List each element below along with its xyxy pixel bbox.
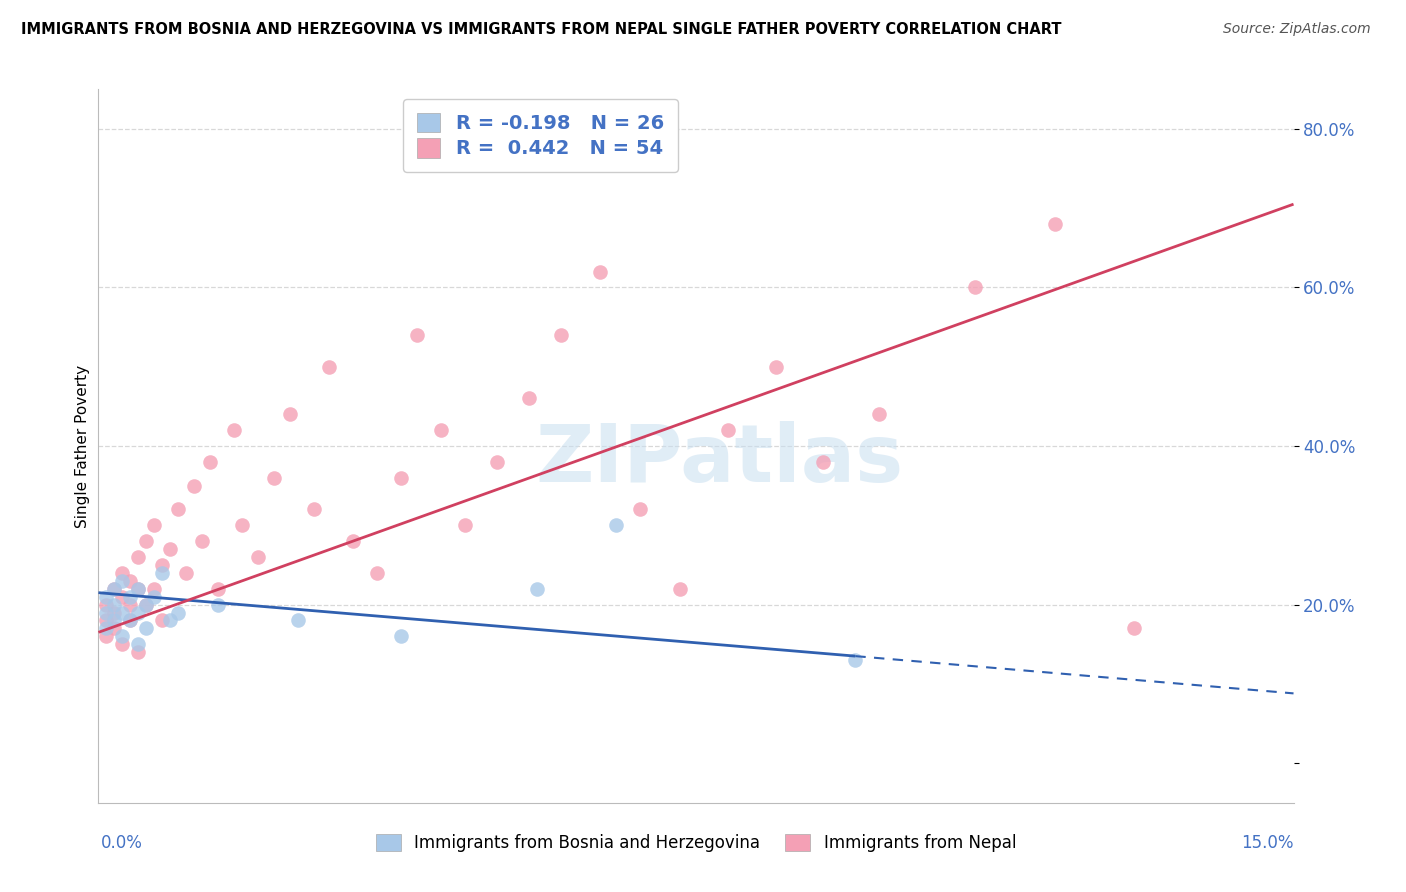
Point (207, 582, 229, 596)
Text: ZIPatlas: ZIPatlas (536, 421, 904, 500)
Point (868, 407, 890, 421)
Point (135, 534, 157, 549)
Point (844, 653, 866, 667)
Point (813, 455, 835, 469)
Point (111, 566, 134, 580)
Point (174, 566, 197, 580)
Text: IMMIGRANTS FROM BOSNIA AND HERZEGOVINA VS IMMIGRANTS FROM NEPAL SINGLE FATHER PO: IMMIGRANTS FROM BOSNIA AND HERZEGOVINA V… (21, 22, 1062, 37)
Point (167, 606, 190, 620)
Point (103, 598, 125, 612)
Point (96, 629, 118, 643)
Point (96, 621, 118, 635)
Point (150, 566, 173, 580)
Point (103, 621, 125, 635)
Point (96, 590, 118, 604)
Point (389, 471, 412, 485)
Text: Source: ZipAtlas.com: Source: ZipAtlas.com (1223, 22, 1371, 37)
Point (120, 590, 142, 604)
Point (103, 582, 125, 596)
Point (717, 423, 740, 437)
Point (143, 582, 166, 596)
Point (454, 518, 477, 533)
Point (318, 359, 340, 374)
Point (127, 645, 149, 659)
Point (517, 392, 540, 406)
Point (111, 637, 134, 651)
Point (120, 574, 142, 588)
Point (278, 407, 301, 421)
Text: 15.0%: 15.0% (1241, 834, 1294, 852)
Point (103, 606, 125, 620)
Point (111, 574, 134, 588)
Point (127, 582, 149, 596)
Point (366, 566, 388, 580)
Point (287, 614, 309, 628)
Point (246, 549, 269, 564)
Point (628, 502, 651, 516)
Point (198, 455, 221, 469)
Point (111, 606, 134, 620)
Point (159, 542, 181, 557)
Point (127, 637, 149, 651)
Point (485, 455, 508, 469)
Y-axis label: Single Father Poverty: Single Father Poverty (75, 365, 90, 527)
Point (605, 518, 627, 533)
Point (143, 518, 166, 533)
Point (765, 359, 787, 374)
Legend: Immigrants from Bosnia and Herzegovina, Immigrants from Nepal: Immigrants from Bosnia and Herzegovina, … (370, 827, 1022, 859)
Point (143, 590, 166, 604)
Point (127, 582, 149, 596)
Point (430, 423, 453, 437)
Text: 0.0%: 0.0% (101, 834, 143, 852)
Point (526, 582, 548, 596)
Point (669, 582, 692, 596)
Point (963, 280, 986, 294)
Point (103, 582, 125, 596)
Point (222, 423, 245, 437)
Point (103, 614, 125, 628)
Point (96, 614, 118, 628)
Point (231, 518, 253, 533)
Point (150, 558, 173, 572)
Point (135, 598, 157, 612)
Point (1043, 217, 1066, 231)
Point (96, 606, 118, 620)
Point (120, 614, 142, 628)
Point (135, 598, 157, 612)
Point (342, 534, 364, 549)
Point (120, 614, 142, 628)
Point (1123, 621, 1146, 635)
Point (111, 629, 134, 643)
Point (207, 598, 229, 612)
Point (96, 598, 118, 612)
Point (550, 328, 572, 343)
Point (183, 478, 205, 492)
Point (191, 534, 214, 549)
Point (135, 621, 157, 635)
Point (589, 264, 612, 278)
Point (406, 328, 429, 343)
Point (389, 629, 412, 643)
Point (127, 549, 149, 564)
Point (111, 590, 134, 604)
Point (167, 502, 190, 516)
Point (120, 598, 142, 612)
Point (302, 502, 325, 516)
Point (150, 614, 173, 628)
Point (263, 471, 285, 485)
Point (127, 606, 149, 620)
Point (159, 614, 181, 628)
